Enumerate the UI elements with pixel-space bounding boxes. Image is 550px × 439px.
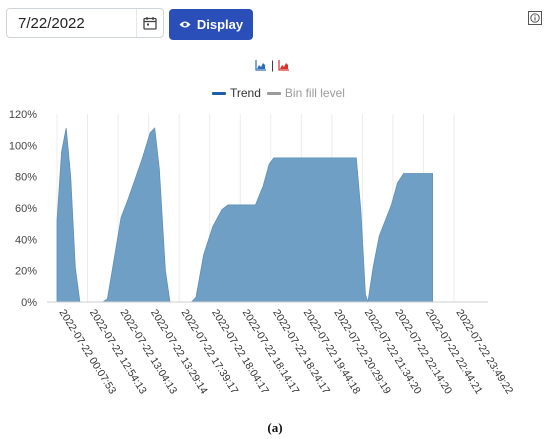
x-tick-label: 2022-07-22 17:39:17	[179, 307, 241, 396]
x-tick-label: 2022-07-22 22:44:21	[423, 307, 485, 396]
info-glyph	[530, 13, 540, 23]
x-tick-label: 2022-07-22 13:29:14	[148, 307, 210, 396]
display-button[interactable]: Display	[169, 9, 253, 40]
y-tick-label: 0%	[21, 297, 37, 309]
x-tick-label: 2022-07-22 00:07:53	[56, 307, 118, 396]
x-tick-label: 2022-07-22 19:44:18	[301, 307, 363, 396]
legend-label-trend: Trend	[230, 86, 261, 100]
area-chart-icon[interactable]	[255, 59, 267, 71]
calendar-button[interactable]	[136, 9, 163, 37]
x-tick-label: 2022-07-22 18:14:17	[240, 307, 302, 396]
y-tick-label: 120%	[9, 109, 37, 121]
chart-legend: Trend Bin fill level	[212, 86, 345, 100]
y-tick-label: 60%	[15, 203, 37, 215]
x-tick-label: 2022-07-22 22:14:20	[392, 307, 454, 396]
figure-caption: (a)	[267, 420, 283, 435]
legend-item-bin-fill[interactable]: Bin fill level	[266, 86, 345, 100]
y-tick-label: 40%	[15, 234, 37, 246]
x-tick-label: 2022-07-22 12:54:13	[87, 307, 149, 396]
y-tick-label: 100%	[9, 140, 37, 152]
x-tick-label: 2022-07-22 20:29:19	[331, 307, 393, 396]
bin-fill-area	[56, 127, 433, 303]
legend-swatch-trend	[212, 91, 226, 95]
x-tick-label: 2022-07-22 18:24:17	[270, 307, 332, 396]
eye-icon	[179, 21, 191, 28]
info-icon[interactable]	[528, 11, 542, 25]
y-tick-label: 20%	[15, 266, 37, 278]
x-tick-label: 2022-07-22 21:34:20	[362, 307, 424, 396]
x-tick-label: 2022-07-22 23:49:22	[453, 307, 515, 396]
date-picker[interactable]: 7/22/2022	[6, 8, 164, 38]
x-tick-label: 2022-07-22 13:04:13	[118, 307, 180, 396]
date-value: 7/22/2022	[18, 15, 85, 32]
line-chart-icon[interactable]	[278, 59, 290, 71]
legend-item-trend[interactable]: Trend	[212, 86, 261, 100]
x-tick-label: 2022-07-22 18:04:17	[209, 307, 271, 396]
calendar-icon	[143, 17, 157, 30]
legend-swatch-bin-fill	[266, 91, 281, 95]
chart-icon-separator: |	[271, 58, 275, 72]
display-button-label: Display	[196, 17, 244, 32]
y-tick-label: 80%	[15, 172, 37, 184]
chart-type-switcher: |	[255, 58, 290, 72]
legend-label-bin-fill: Bin fill level	[284, 86, 345, 100]
